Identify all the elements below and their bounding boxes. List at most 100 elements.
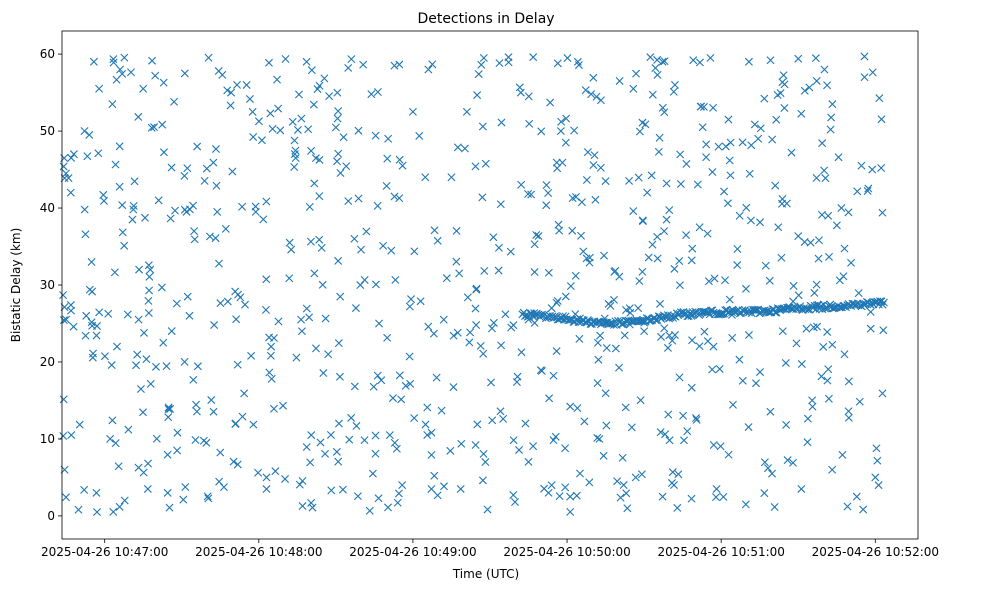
detection-marker (499, 414, 508, 423)
detection-marker (148, 56, 157, 65)
detection-marker (236, 293, 245, 302)
detection-marker (302, 443, 311, 452)
detection-marker (555, 492, 564, 501)
detection-marker (724, 450, 733, 459)
detection-marker (542, 181, 551, 190)
detection-marker (675, 373, 684, 382)
detection-marker (190, 227, 199, 236)
detection-marker (754, 134, 763, 143)
detection-marker (511, 497, 520, 506)
detection-marker (692, 414, 701, 423)
detection-marker (765, 276, 774, 285)
detection-marker (455, 269, 464, 278)
detection-marker (728, 333, 737, 342)
detection-marker (552, 347, 561, 356)
detection-marker (622, 489, 631, 498)
detection-marker (818, 139, 827, 148)
detection-marker (59, 162, 68, 171)
detection-marker (344, 197, 353, 206)
detection-marker (80, 127, 89, 135)
detection-marker (796, 302, 805, 311)
detection-marker (356, 281, 365, 290)
detection-marker (279, 401, 287, 410)
detection-marker (657, 332, 666, 341)
detection-marker (688, 336, 697, 345)
detection-marker (834, 153, 843, 162)
detection-marker (109, 507, 118, 516)
detection-marker (247, 351, 256, 360)
detection-marker (430, 226, 439, 235)
detection-marker (373, 87, 382, 96)
detection-marker (566, 492, 575, 501)
detection-marker (814, 254, 823, 263)
detection-marker (589, 73, 598, 82)
detection-marker (665, 331, 674, 340)
detection-marker (85, 130, 94, 139)
detection-marker (342, 162, 351, 171)
detection-marker (823, 376, 832, 385)
detection-marker (395, 194, 404, 203)
detection-marker (240, 389, 249, 398)
detection-marker (162, 362, 171, 371)
detection-marker (715, 364, 724, 373)
detection-marker (317, 243, 326, 252)
detection-marker (592, 92, 601, 101)
detection-marker (152, 434, 161, 443)
detection-marker (772, 115, 781, 124)
x-tick-label: 2025-04-26 10:49:00 (349, 545, 476, 559)
detection-marker (825, 252, 834, 261)
detection-marker (120, 496, 129, 505)
detection-marker (367, 90, 376, 99)
detection-marker (627, 423, 636, 432)
detection-marker (687, 494, 696, 503)
detection-marker (782, 420, 791, 429)
detection-marker (395, 371, 404, 380)
detection-marker (820, 166, 829, 175)
detection-marker (92, 331, 101, 340)
detection-marker (415, 131, 424, 140)
detection-marker (107, 361, 116, 370)
detection-marker (529, 442, 538, 451)
detection-marker (173, 428, 182, 437)
detection-marker (751, 379, 760, 388)
detection-marker (481, 458, 490, 467)
detection-marker (561, 138, 570, 147)
detection-marker (334, 457, 343, 466)
detection-marker (316, 438, 325, 447)
detection-marker (207, 396, 216, 405)
detection-marker (307, 498, 316, 507)
detection-marker (74, 505, 83, 514)
detection-marker (339, 133, 348, 142)
detection-marker (644, 253, 653, 262)
detection-marker (660, 57, 669, 66)
detection-marker (114, 462, 123, 471)
detection-marker (611, 344, 620, 353)
detection-marker (610, 267, 619, 276)
detection-marker (211, 145, 220, 154)
detection-marker (92, 508, 101, 517)
detection-marker (778, 327, 787, 336)
detection-marker (840, 350, 849, 359)
detection-marker (838, 450, 847, 459)
detection-marker (385, 431, 394, 440)
detection-marker (281, 474, 290, 483)
detection-marker (298, 476, 307, 485)
detection-marker (854, 289, 863, 298)
detection-marker (853, 187, 862, 196)
detection-marker (421, 420, 430, 429)
detection-marker (655, 133, 664, 142)
detection-marker (154, 196, 163, 205)
detection-marker (635, 277, 644, 286)
detection-marker (191, 436, 200, 444)
detection-marker (857, 302, 866, 311)
detection-marker (547, 481, 556, 490)
detection-marker (733, 261, 742, 270)
detection-marker (554, 220, 563, 229)
detection-marker (709, 103, 718, 112)
detection-marker (390, 192, 399, 201)
detection-marker (571, 193, 580, 201)
detection-marker (527, 190, 536, 199)
detection-marker (183, 164, 192, 173)
detection-marker (794, 54, 803, 63)
detection-marker (89, 349, 98, 358)
